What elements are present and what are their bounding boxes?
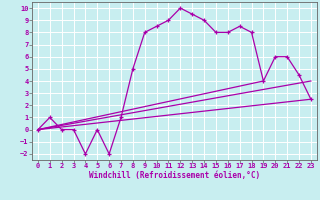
X-axis label: Windchill (Refroidissement éolien,°C): Windchill (Refroidissement éolien,°C): [89, 171, 260, 180]
